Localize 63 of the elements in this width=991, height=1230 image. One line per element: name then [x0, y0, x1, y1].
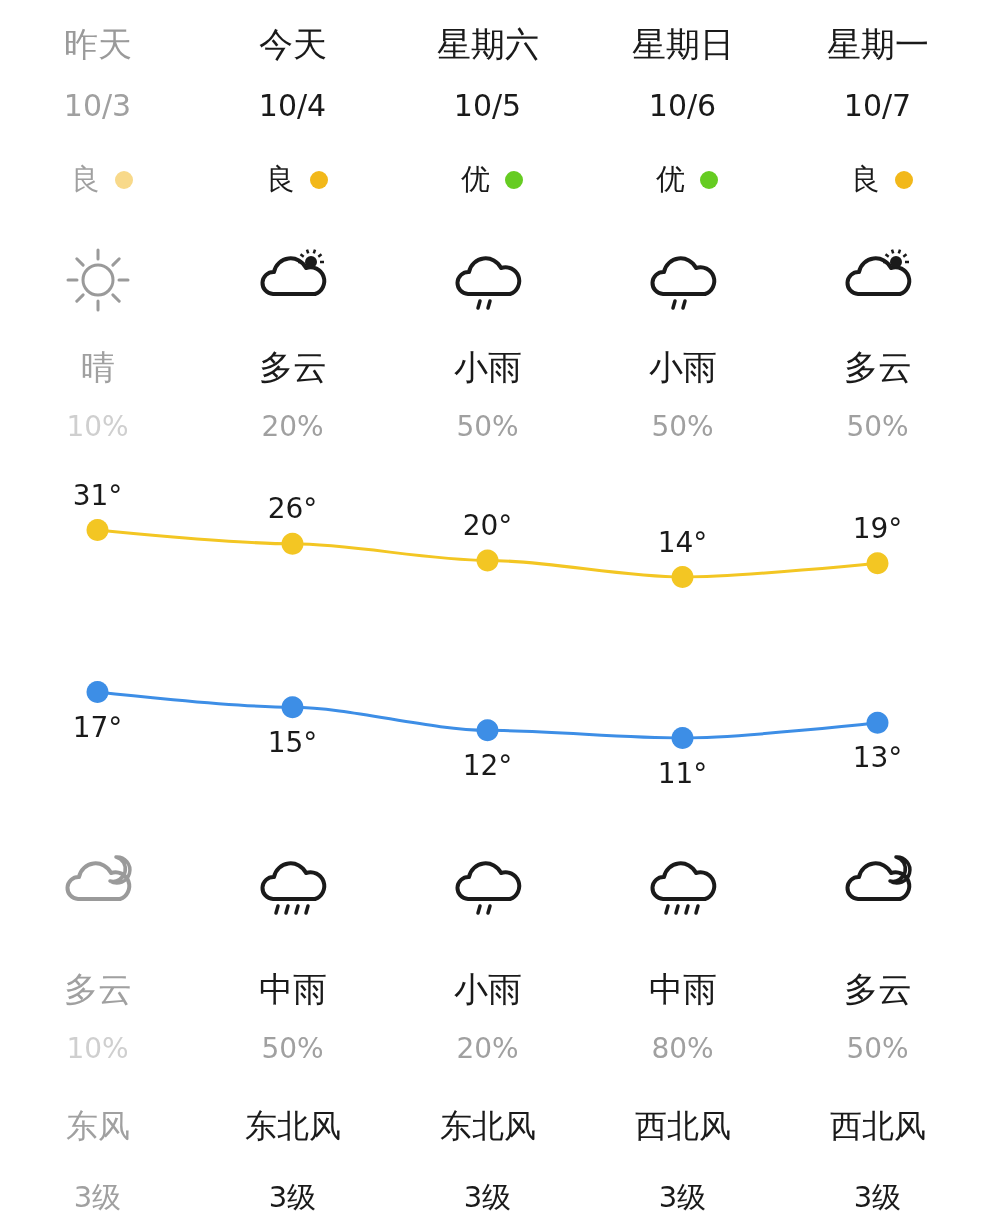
text: 3级	[73, 1179, 122, 1216]
text: 10/5	[453, 87, 522, 123]
data-label: 31°	[72, 478, 123, 512]
text: 小雨	[453, 346, 522, 389]
x-tick-label: 星期一	[826, 23, 929, 66]
point	[86, 519, 109, 541]
text: 50%	[456, 409, 519, 443]
text: 多云	[843, 968, 912, 1011]
text: 50%	[846, 1031, 909, 1065]
point	[671, 727, 694, 749]
point	[866, 552, 889, 575]
data-label: 14°	[657, 525, 708, 559]
point	[476, 719, 499, 742]
text: 10/6	[648, 87, 717, 123]
text: 多云	[843, 346, 912, 389]
text: 多云	[63, 968, 132, 1011]
text: 中雨	[258, 968, 327, 1011]
point	[281, 532, 304, 555]
text: 中雨	[648, 968, 717, 1011]
text: 50%	[846, 409, 909, 443]
text: 良	[71, 161, 100, 198]
text: 3级	[658, 1179, 707, 1216]
point	[671, 566, 694, 588]
data-label: 26°	[267, 492, 318, 526]
text: 优	[656, 161, 685, 198]
point	[281, 696, 304, 719]
text: 80%	[651, 1031, 714, 1065]
text: 3级	[268, 1179, 317, 1216]
text: 50%	[261, 1031, 324, 1065]
text: 东北风	[244, 1106, 341, 1147]
text: 20%	[456, 1031, 519, 1065]
data-label: 19°	[852, 511, 903, 545]
text: 多云	[258, 346, 327, 389]
data-label: 15°	[267, 725, 318, 759]
data-label: 13°	[852, 741, 903, 775]
text: 3级	[463, 1179, 512, 1216]
text: 西北风	[829, 1106, 926, 1147]
data-label: 12°	[462, 748, 513, 782]
point	[86, 681, 109, 703]
text: 小雨	[648, 346, 717, 389]
text: 东风	[65, 1106, 130, 1147]
text: 良	[266, 161, 295, 198]
text: 50%	[651, 409, 714, 443]
data-label: 11°	[657, 756, 708, 790]
text: 10/4	[258, 87, 327, 123]
text: 晴	[80, 346, 115, 389]
text: 优	[461, 161, 490, 198]
point	[476, 549, 499, 572]
data-label: 17°	[72, 710, 123, 744]
text: 3级	[853, 1179, 902, 1216]
text: 10/3	[63, 87, 132, 123]
data-label: 20°	[462, 508, 513, 542]
x-tick-label: 星期六	[436, 23, 539, 66]
text: 良	[851, 161, 880, 198]
point	[866, 711, 889, 734]
text: 20%	[261, 409, 324, 443]
text: 西北风	[634, 1106, 731, 1147]
text: 东北风	[439, 1106, 536, 1147]
x-tick-label: 昨天	[63, 23, 132, 66]
text: 10/7	[843, 87, 912, 123]
x-tick-label: 今天	[258, 23, 327, 66]
x-tick-label: 星期日	[631, 23, 734, 66]
text: 小雨	[453, 968, 522, 1011]
